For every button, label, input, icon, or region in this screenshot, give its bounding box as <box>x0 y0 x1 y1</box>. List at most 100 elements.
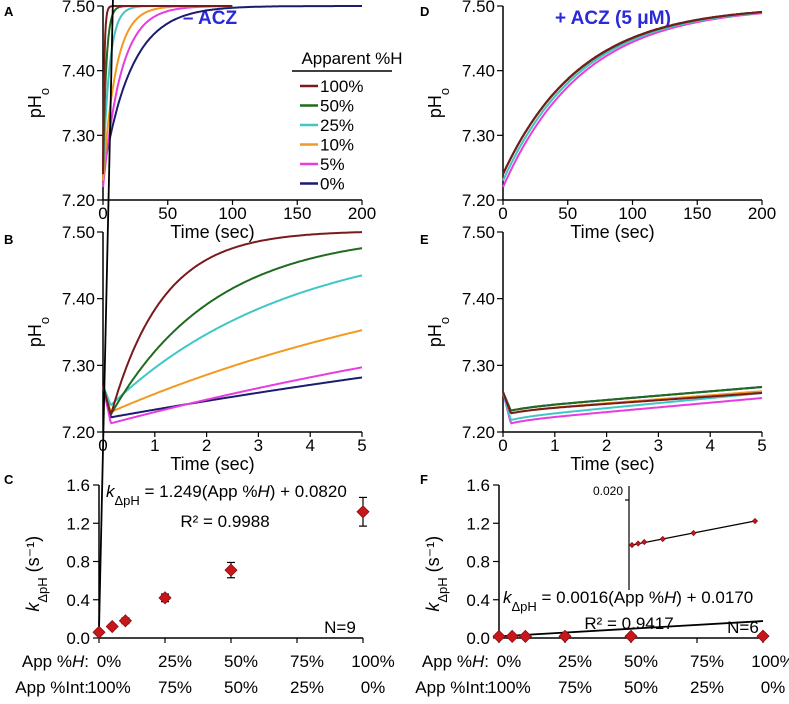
title-plus-acz: + ACZ (5 μM) <box>555 8 671 29</box>
y-tick-label: 7.20 <box>62 191 95 210</box>
n-count: N=9 <box>324 618 356 637</box>
y-tick-label: 7.20 <box>62 423 95 442</box>
y-axis-label: pHo <box>425 317 452 347</box>
data-point <box>505 629 519 643</box>
x-tick-label-app-h: 25% <box>158 652 192 671</box>
series-line-0pct <box>102 376 363 419</box>
series-line-0pct <box>102 5 362 175</box>
legend-label: 5% <box>320 155 345 174</box>
x-tick-label: 5 <box>757 436 766 455</box>
series-line-100pct <box>502 391 763 415</box>
series-line-5pct <box>102 5 233 188</box>
x-tick-label: 2 <box>202 436 211 455</box>
x-tick-label: 0 <box>498 436 507 455</box>
legend-label: 50% <box>320 97 354 116</box>
series-line-100pct <box>102 5 233 175</box>
row-label-app-h: App %H: <box>422 652 489 671</box>
data-point <box>224 563 238 577</box>
y-tick-label: 1.6 <box>66 476 90 495</box>
y-tick-label: 7.30 <box>462 126 495 145</box>
inset-data-point <box>751 517 759 525</box>
y-axis-label: pHo <box>25 317 52 347</box>
x-tick-label-app-int: 100% <box>87 678 130 697</box>
y-tick-label: 7.20 <box>462 191 495 210</box>
legend-label: 10% <box>320 136 354 155</box>
x-tick-label: 100 <box>218 204 246 223</box>
y-axis-label: kΔpH (s⁻¹) <box>23 536 50 612</box>
y-tick-label: 7.50 <box>62 0 95 16</box>
row-label-app-h: App %H: <box>22 652 89 671</box>
x-tick-label: 200 <box>348 204 376 223</box>
x-tick-label-app-int: 75% <box>558 678 592 697</box>
x-tick-label-app-h: 25% <box>558 652 592 671</box>
data-point <box>118 614 132 628</box>
data-point <box>756 629 770 643</box>
fit-line <box>498 620 764 638</box>
series-line-25pct <box>502 391 763 422</box>
y-tick-label: 0.0 <box>466 629 490 648</box>
x-tick-label: 4 <box>705 436 714 455</box>
x-tick-label-app-int: 100% <box>487 678 530 697</box>
inset-data-point <box>641 538 648 546</box>
legend-label: 25% <box>320 116 354 135</box>
series-line-5pct <box>102 366 363 425</box>
x-axis-label: Time (sec) <box>570 454 654 474</box>
y-tick-label: 7.50 <box>462 0 495 16</box>
x-tick-label: 50 <box>158 204 177 223</box>
title-minus-acz: – ACZ <box>183 8 238 29</box>
x-tick-label: 2 <box>602 436 611 455</box>
y-tick-label: 7.50 <box>462 223 495 242</box>
series-line-25pct <box>102 274 363 407</box>
x-tick-label: 3 <box>654 436 663 455</box>
x-tick-label: 50 <box>558 204 577 223</box>
series-line-100pct <box>502 11 763 175</box>
series-line-50pct <box>102 247 363 416</box>
series-line-50pct <box>502 11 763 175</box>
panel-letter-a: A <box>4 4 14 19</box>
panel-letter-f: F <box>420 472 428 487</box>
fit-equation: kΔpH = 0.0016(App %H) + 0.0170 <box>503 588 753 614</box>
x-tick-label-app-int: 25% <box>290 678 324 697</box>
r-squared: R² = 0.9417 <box>584 614 673 633</box>
y-tick-label: 0.8 <box>466 553 490 572</box>
x-tick-label: 5 <box>357 436 366 455</box>
y-tick-label: 0.8 <box>66 553 90 572</box>
inset-data-point <box>628 541 636 549</box>
x-tick-label: 0 <box>98 204 107 223</box>
x-tick-label: 150 <box>283 204 311 223</box>
x-tick-label-app-int: 50% <box>624 678 658 697</box>
x-tick-label: 150 <box>683 204 711 223</box>
data-point <box>356 505 370 519</box>
x-tick-label-app-int: 75% <box>158 678 192 697</box>
series-line-50pct <box>502 386 763 412</box>
x-tick-label: 3 <box>254 436 263 455</box>
panel-letter-b: B <box>4 232 13 247</box>
data-point <box>492 629 506 643</box>
row-label-app-int: App %Int: <box>415 678 489 697</box>
x-tick-label-app-int: 0% <box>761 678 786 697</box>
x-tick-label-app-h: 100% <box>751 652 789 671</box>
y-tick-label: 7.20 <box>462 423 495 442</box>
x-tick-label: 1 <box>550 436 559 455</box>
r-squared: R² = 0.9988 <box>180 512 269 531</box>
x-tick-label-app-h: 0% <box>97 652 122 671</box>
y-tick-label: 7.40 <box>62 62 95 81</box>
inset-data-point <box>659 535 666 543</box>
panel-letter-d: D <box>420 4 429 19</box>
row-label-app-int: App %Int: <box>15 678 89 697</box>
y-axis-label: kΔpH (s⁻¹) <box>423 536 450 612</box>
y-tick-label: 0.4 <box>66 591 90 610</box>
y-tick-label: 7.30 <box>62 126 95 145</box>
y-tick-label: 1.6 <box>466 476 490 495</box>
y-axis-label: pHo <box>25 88 52 118</box>
x-axis-label: Time (sec) <box>570 222 654 242</box>
y-tick-label: 7.40 <box>62 290 95 309</box>
y-tick-label: 1.2 <box>466 514 490 533</box>
series-line-0pct <box>502 11 763 175</box>
x-tick-label-app-h: 50% <box>624 652 658 671</box>
legend-title-text: Apparent %H <box>301 49 402 68</box>
y-tick-label: 7.50 <box>62 223 95 242</box>
legend-title: Apparent %H <box>301 49 402 68</box>
